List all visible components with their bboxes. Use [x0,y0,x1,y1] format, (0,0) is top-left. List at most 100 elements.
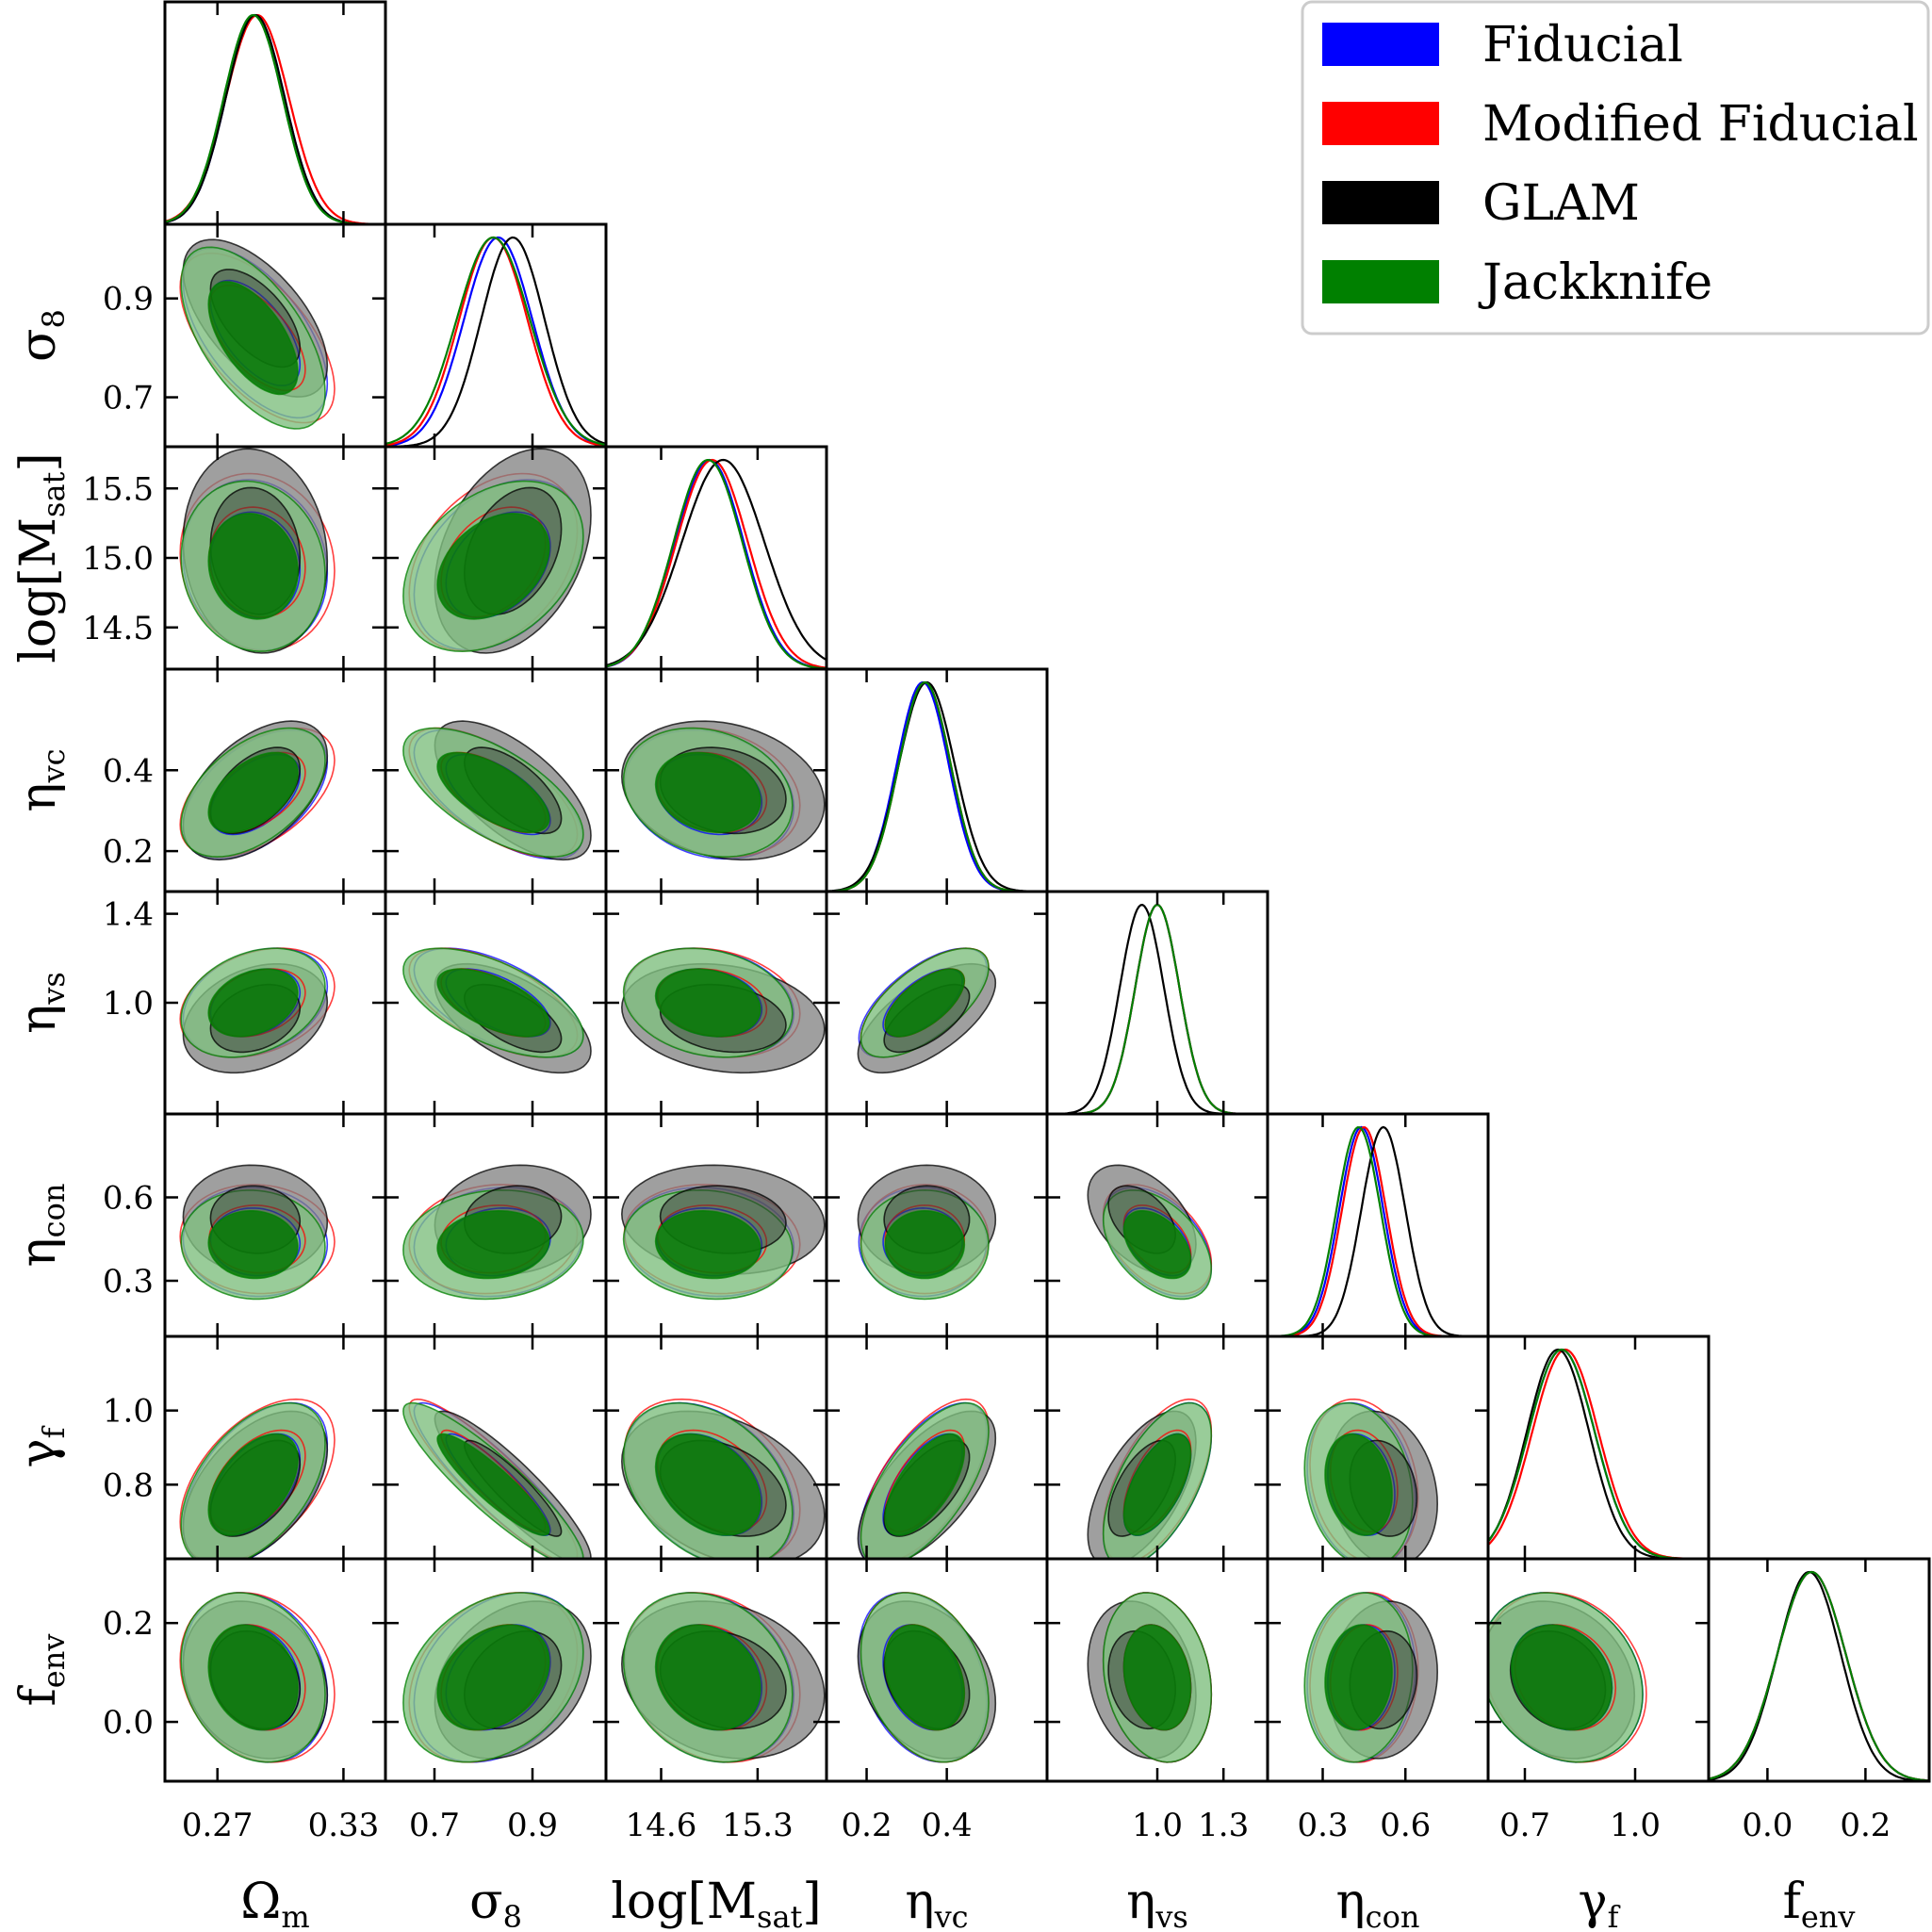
y-axis-label-vc: ηvc [10,748,72,811]
panel-content [385,236,606,447]
x-axis-label-vs: ηvs [1126,1874,1188,1932]
y-tick-label: 1.0 [103,1393,154,1431]
y-tick-label: 0.2 [103,1605,154,1643]
legend-swatch [1322,181,1439,224]
panel-s8-co [384,1112,608,1338]
contour-jackknife-68 [207,751,299,834]
contour-jackknife-68 [436,512,550,620]
panel-om-gf: 0.8 1.0 [103,1334,387,1561]
legend-swatch [1322,102,1439,145]
x-axis-label-gf: γf [1579,1874,1621,1932]
y-tick-label: 1.4 [103,896,154,934]
panel-content [620,1398,826,1559]
y-tick-label: 0.3 [103,1263,154,1301]
y-axis-label-fe: fenv [10,1634,72,1707]
density-curve-jackknife [1047,903,1268,1114]
panel-frame [1045,890,1269,1116]
panel-content [1488,1348,1709,1559]
y-tick-label: 0.7 [103,380,154,418]
density-curve-modified-fiducial [606,458,827,669]
panel-content [179,448,336,654]
density-curve-glam [385,236,606,447]
panel-content [1303,1592,1439,1763]
contour-jackknife-68 [1122,1210,1192,1280]
panel-frame [1266,1112,1490,1338]
contour-jackknife-68 [207,1624,299,1731]
panel-content [827,680,1047,892]
panel-content [1047,903,1268,1114]
panel-vs-co [1045,1112,1269,1338]
panel-lm-fe: 14.6 15.3 [604,1557,828,1844]
x-tick-label: 0.27 [182,1807,254,1844]
panel-vc-fe: 0.2 0.4 [825,1557,1049,1844]
panel-content [165,13,385,224]
contour-jackknife-68 [884,968,966,1038]
panel-vs-fe: 1.0 1.3 [1045,1557,1269,1844]
panel-s8-lm [384,445,608,671]
contour-jackknife-68 [1510,1624,1613,1731]
panel-om-vs: 1.0 1.4 [103,890,387,1116]
x-tick-label: 0.7 [1499,1807,1550,1844]
panel-s8-vc [384,667,608,893]
density-curve-glam [827,681,1047,892]
panel-vc-vc [825,667,1049,893]
legend-swatch [1322,23,1439,66]
panel-om-fe: 0.27 0.33 0.0 0.2 [103,1557,387,1844]
legend-frame [1301,0,1930,336]
x-tick-label: 0.4 [922,1807,973,1844]
contour-jackknife-68 [1324,1624,1393,1731]
y-axis-label-co: ηcon [10,1184,72,1268]
y-axis-label-s8: σ8 [10,309,72,362]
x-tick-label: 0.2 [1840,1807,1891,1844]
contour-jackknife-68 [436,1433,550,1536]
panels-group: 0.7 0.9 14.5 15.0 15.5 0.2 0.4 1.0 1.4 0.3 0.6 0.8 1… [10,0,1931,1932]
panel-frame [1707,1557,1931,1783]
y-tick-label: 0.0 [103,1704,154,1742]
density-curve-fiducial [606,458,827,669]
density-curve-glam [1047,903,1268,1114]
density-curve-jackknife [606,459,827,669]
contour-jackknife-68 [654,751,761,834]
legend-label: Jackknife [1478,254,1712,311]
panel-content [620,1592,826,1763]
panel-content [179,947,336,1074]
contour-jackknife-68 [1122,1433,1192,1536]
contour-jackknife-68 [654,968,761,1038]
panel-s8-s8 [384,222,608,449]
x-tick-label: 0.2 [842,1807,892,1844]
y-tick-label: 0.4 [103,752,154,790]
contour-jackknife-68 [884,1209,966,1280]
density-curve-fiducial [1709,1570,1929,1781]
panel-content [402,448,592,654]
contour-modified-fiducial-95 [1488,1592,1647,1763]
panel-lm-vc [604,667,828,893]
x-tick-label: 0.3 [1297,1807,1348,1844]
x-tick-label: 1.3 [1198,1807,1249,1844]
contour-jackknife-68 [207,281,299,396]
y-axis-label-vs: ηvs [10,972,72,1034]
panel-om-s8: 0.7 0.9 [103,222,387,449]
y-axis-label-gf: γf [10,1425,72,1467]
panel-vs-vs [1045,890,1269,1116]
contour-jackknife-68 [884,1624,966,1731]
density-curve-jackknife [385,236,606,447]
panel-content [1488,1592,1647,1763]
x-axis-label-vc: ηvc [905,1874,968,1932]
panel-lm-gf [604,1334,828,1561]
contour-jackknife-68 [207,1210,299,1280]
panel-vc-vs [825,890,1049,1116]
panel-content [179,1164,336,1301]
panel-content [402,1592,592,1763]
panel-s8-gf [384,1334,608,1561]
panel-vc-gf [825,1334,1049,1561]
panel-co-co [1266,1112,1490,1338]
panel-content [857,1592,997,1763]
x-axis-label-co: ηcon [1336,1874,1420,1932]
contour-jackknife-68 [654,1433,761,1536]
x-tick-label: 0.6 [1380,1807,1431,1844]
panel-content [620,720,826,861]
contour-jackknife-68 [436,1209,550,1280]
panel-content [179,720,336,861]
panel-om-vc: 0.2 0.4 [103,667,387,893]
